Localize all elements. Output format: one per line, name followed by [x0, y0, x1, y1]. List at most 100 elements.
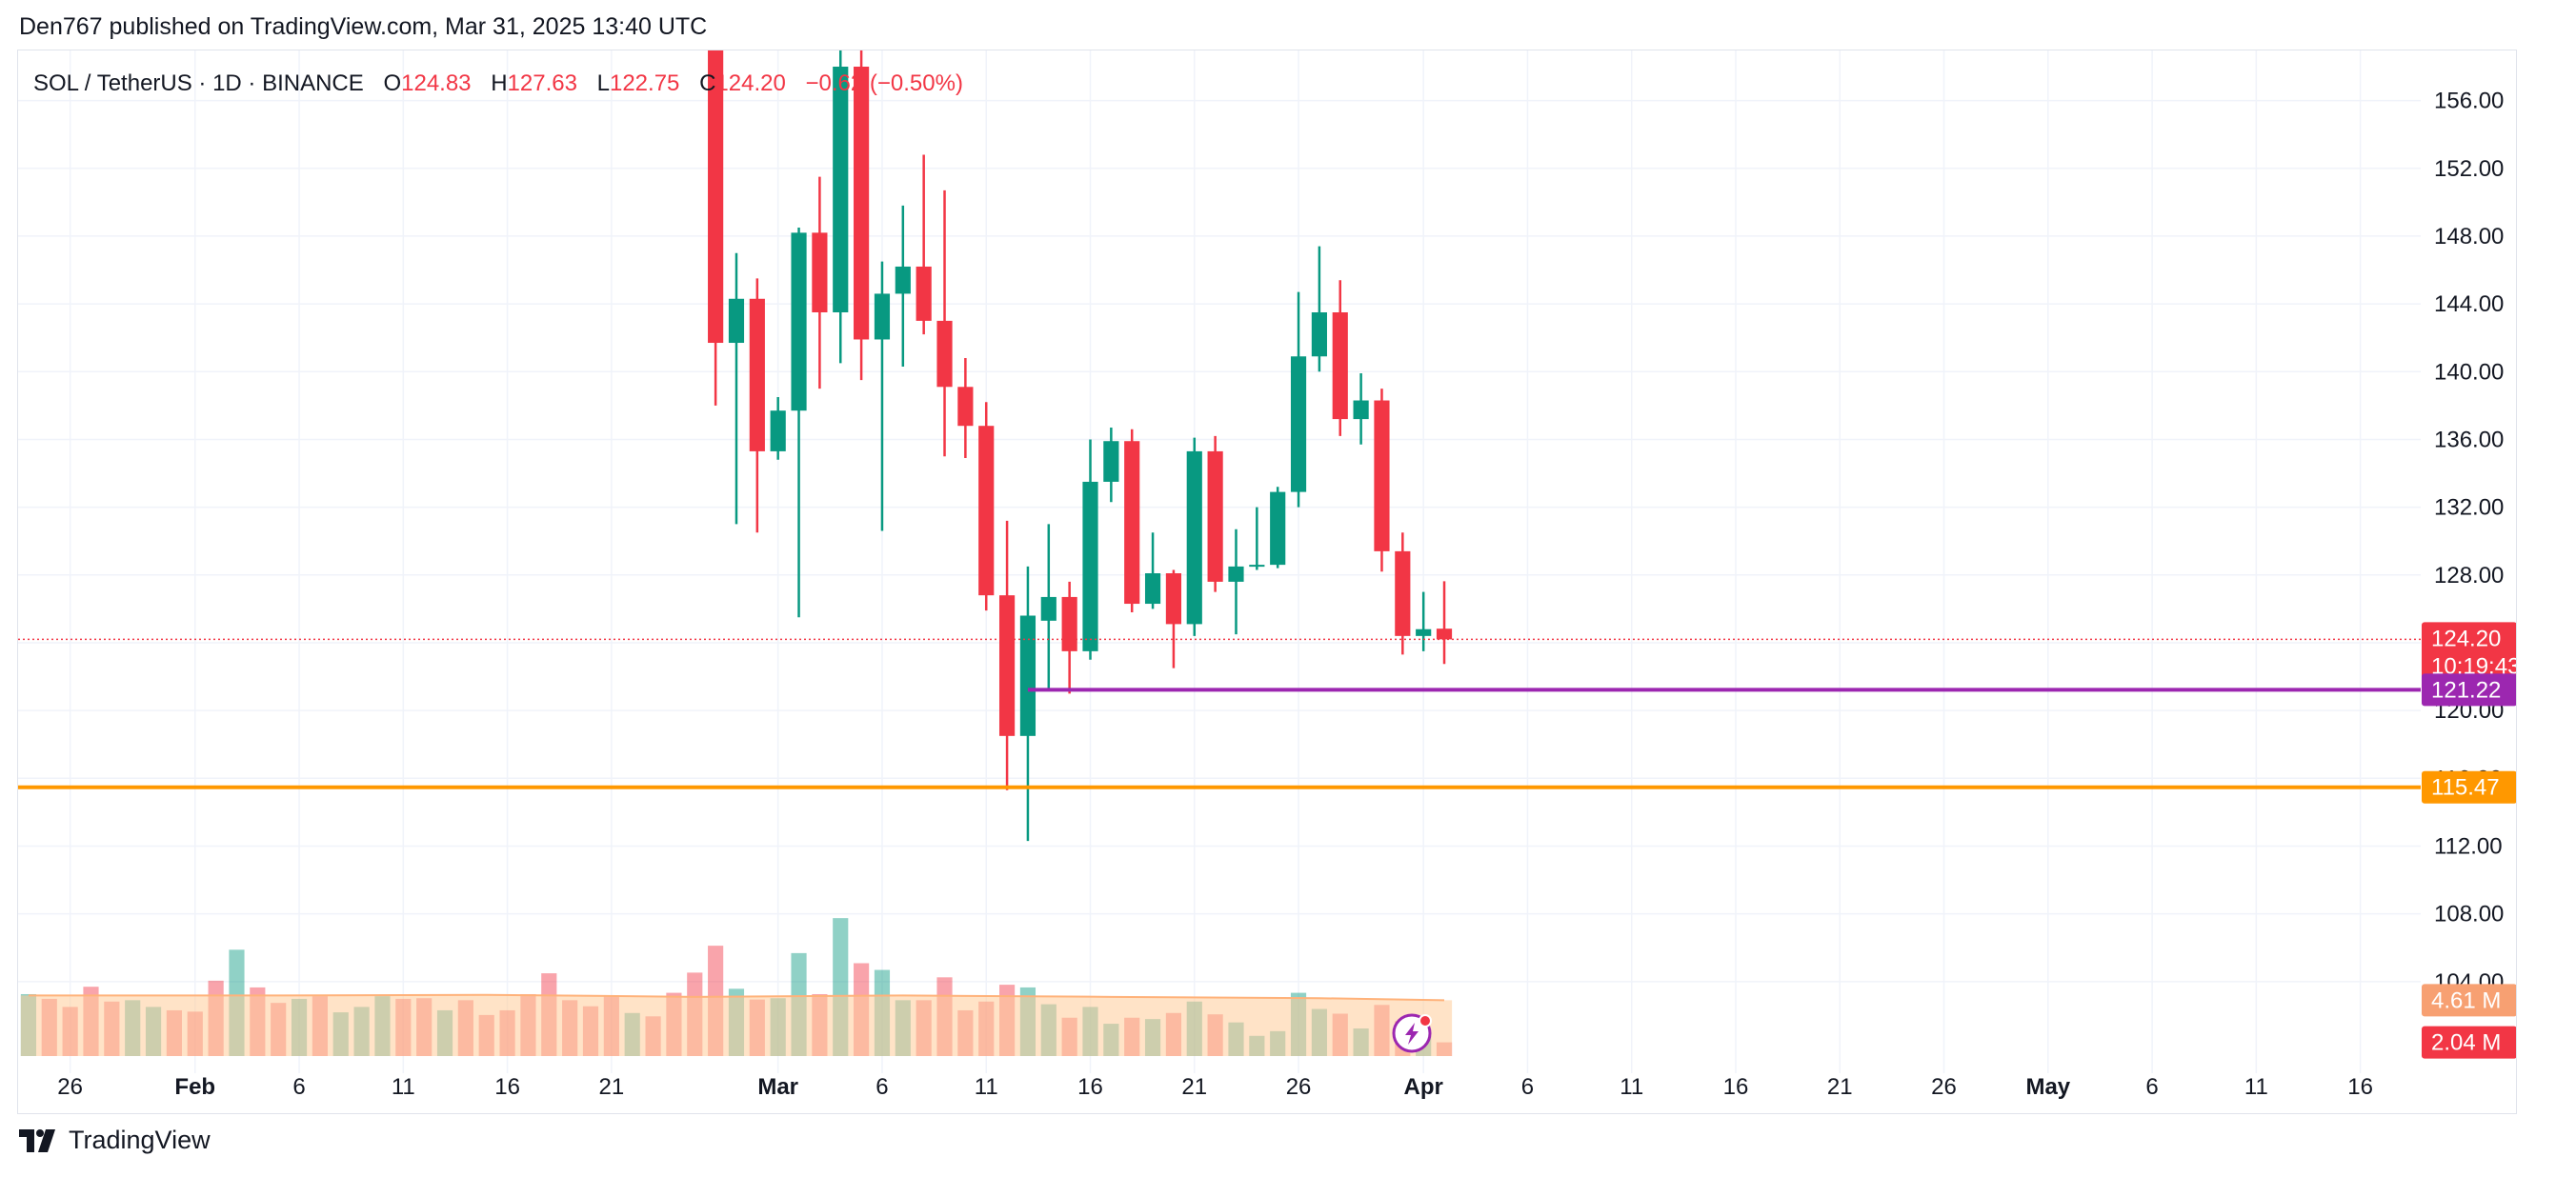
candle[interactable]	[728, 252, 745, 525]
candle-body	[874, 293, 891, 340]
candle[interactable]	[895, 205, 911, 367]
candle[interactable]	[1103, 427, 1119, 503]
time-tick-label: 26	[1931, 1074, 1957, 1100]
volume-ma-line	[28, 993, 1445, 1002]
candle-body	[1353, 400, 1369, 420]
candle-body	[1228, 566, 1244, 582]
price-tick-label: 148.00	[2434, 224, 2504, 249]
candle-body	[854, 67, 870, 340]
candle[interactable]	[1436, 581, 1453, 665]
candle[interactable]	[1061, 581, 1077, 694]
candle-body	[812, 232, 828, 312]
publish-header: Den767 published on TradingView.com, Mar…	[19, 13, 708, 40]
time-tick-label: 26	[1286, 1074, 1312, 1100]
candle[interactable]	[1332, 280, 1348, 436]
candles	[708, 50, 1453, 842]
candle-body	[916, 266, 932, 321]
candle[interactable]	[854, 50, 870, 381]
candle[interactable]	[708, 50, 724, 406]
last-price-badge-bg	[2422, 622, 2516, 682]
candle[interactable]	[1207, 435, 1223, 592]
time-tick-label: 16	[1723, 1074, 1749, 1100]
candle[interactable]	[998, 520, 1016, 790]
legend-close: 124.20	[715, 70, 785, 96]
price-tick-label: 108.00	[2434, 902, 2504, 928]
candle[interactable]	[1290, 291, 1307, 508]
purple-level-badge-bg	[2422, 673, 2516, 707]
candle[interactable]	[936, 190, 953, 457]
time-tick-label: 21	[1827, 1074, 1853, 1100]
candle[interactable]	[916, 154, 932, 335]
candle[interactable]	[1353, 373, 1369, 445]
time-tick-label: 16	[2347, 1074, 2373, 1100]
candle-body	[1165, 573, 1182, 625]
time-tick-label: 11	[1620, 1074, 1643, 1100]
candle-body	[1332, 312, 1348, 420]
price-tick-label: 144.00	[2434, 291, 2504, 317]
time-tick-label: 6	[292, 1074, 305, 1100]
candle[interactable]	[791, 228, 807, 618]
volume-last-badge-text: 2.04 M	[2431, 1030, 2501, 1056]
time-tick-label: Feb	[174, 1074, 215, 1100]
candle[interactable]	[1270, 487, 1286, 569]
candle[interactable]	[1019, 566, 1036, 842]
candle[interactable]	[1124, 429, 1140, 612]
candle-body	[1270, 491, 1286, 566]
volume-last-badge: 2.04 M	[2422, 1026, 2516, 1059]
time-tick-label: 16	[494, 1074, 520, 1100]
candle[interactable]	[1249, 507, 1265, 570]
candle[interactable]	[833, 50, 849, 364]
lightning-icon[interactable]	[1392, 1013, 1432, 1053]
candle[interactable]	[874, 261, 891, 531]
candle-body	[1082, 481, 1098, 651]
volume-ma	[20, 993, 1453, 1056]
candle[interactable]	[1165, 569, 1182, 668]
candle-body	[1124, 441, 1140, 605]
candle[interactable]	[749, 278, 765, 533]
price-tick-label: 128.00	[2434, 563, 2504, 588]
time-tick-label: 16	[1077, 1074, 1103, 1100]
time-tick-label: May	[2025, 1074, 2070, 1100]
time-tick-label: 21	[1181, 1074, 1207, 1100]
legend-change: −0.62 (−0.50%)	[805, 70, 962, 96]
time-axis: 26 Feb 6 11 16 21 Mar 6 11 16 21 26 Apr 6 11 16 21 26 May 6…	[57, 1074, 2373, 1100]
legend-high: 127.63	[508, 70, 577, 96]
horizontal-lines	[18, 638, 2421, 789]
candle-body	[1040, 596, 1057, 621]
candle[interactable]	[812, 176, 828, 389]
candle[interactable]	[1395, 532, 1411, 655]
candle[interactable]	[1228, 529, 1244, 635]
time-tick-label: Mar	[757, 1074, 798, 1100]
candle-body	[1207, 450, 1223, 582]
candle-body	[1436, 628, 1453, 640]
candle[interactable]	[770, 396, 786, 460]
orange-level-badge-text: 115.47	[2431, 775, 2500, 801]
candle[interactable]	[1082, 439, 1098, 660]
price-axis: 104.00108.00112.00116.00120.00124.00128.…	[2434, 89, 2504, 995]
legend-low-label: L	[597, 70, 610, 96]
chart-frame: 104.00108.00112.00116.00120.00124.00128.…	[17, 50, 2517, 1114]
candle[interactable]	[1186, 437, 1202, 636]
legend-low: 122.75	[610, 70, 679, 96]
candle[interactable]	[1144, 532, 1161, 609]
candle[interactable]	[1311, 246, 1327, 372]
tradingview-logo-icon	[19, 1128, 55, 1152]
candle-body	[1395, 550, 1411, 636]
price-chart[interactable]: 104.00108.00112.00116.00120.00124.00128.…	[18, 50, 2516, 1113]
candle[interactable]	[1374, 389, 1390, 572]
candle-body	[708, 50, 724, 344]
legend: SOL / TetherUS · 1D · BINANCE O124.83 H1…	[33, 70, 963, 96]
candle-body	[1311, 312, 1327, 357]
candle-body	[978, 426, 995, 596]
time-tick-label: 6	[875, 1074, 888, 1100]
time-tick-label: 26	[57, 1074, 83, 1100]
candle-body	[1061, 596, 1077, 651]
candle[interactable]	[1416, 591, 1432, 651]
candle[interactable]	[1040, 524, 1057, 689]
price-tick-label: 152.00	[2434, 156, 2504, 182]
candle[interactable]	[978, 402, 995, 611]
tradingview-logo[interactable]: TradingView	[19, 1126, 211, 1155]
candle[interactable]	[957, 358, 974, 459]
price-tick-label: 132.00	[2434, 495, 2504, 521]
